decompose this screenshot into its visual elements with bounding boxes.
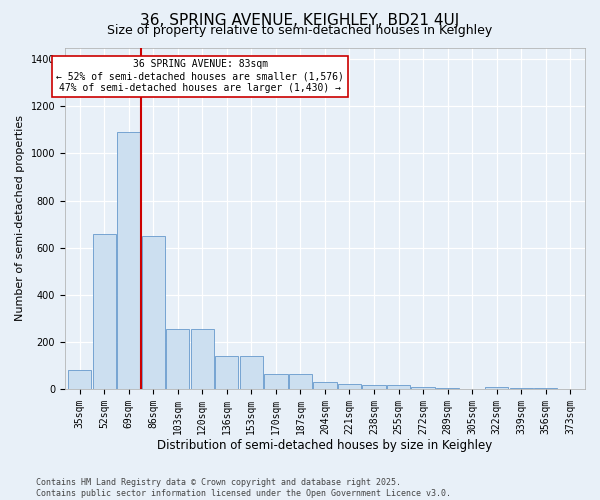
Bar — [412, 388, 435, 389]
Bar — [117, 132, 140, 389]
Bar — [534, 388, 557, 389]
Bar — [215, 356, 238, 389]
X-axis label: Distribution of semi-detached houses by size in Keighley: Distribution of semi-detached houses by … — [157, 440, 493, 452]
Text: 36, SPRING AVENUE, KEIGHLEY, BD21 4UJ: 36, SPRING AVENUE, KEIGHLEY, BD21 4UJ — [140, 12, 460, 28]
Bar — [264, 374, 287, 389]
Text: 36 SPRING AVENUE: 83sqm
← 52% of semi-detached houses are smaller (1,576)
47% of: 36 SPRING AVENUE: 83sqm ← 52% of semi-de… — [56, 60, 344, 92]
Bar — [166, 329, 190, 389]
Bar — [191, 329, 214, 389]
Bar — [289, 374, 312, 389]
Bar — [387, 386, 410, 389]
Bar — [313, 382, 337, 389]
Y-axis label: Number of semi-detached properties: Number of semi-detached properties — [15, 115, 25, 321]
Bar — [68, 370, 91, 389]
Bar — [485, 387, 508, 389]
Text: Size of property relative to semi-detached houses in Keighley: Size of property relative to semi-detach… — [107, 24, 493, 37]
Bar — [362, 384, 386, 389]
Bar — [92, 234, 116, 389]
Bar — [142, 236, 165, 389]
Text: Contains HM Land Registry data © Crown copyright and database right 2025.
Contai: Contains HM Land Registry data © Crown c… — [36, 478, 451, 498]
Bar — [338, 384, 361, 389]
Bar — [436, 388, 459, 389]
Bar — [509, 388, 533, 389]
Bar — [239, 356, 263, 389]
